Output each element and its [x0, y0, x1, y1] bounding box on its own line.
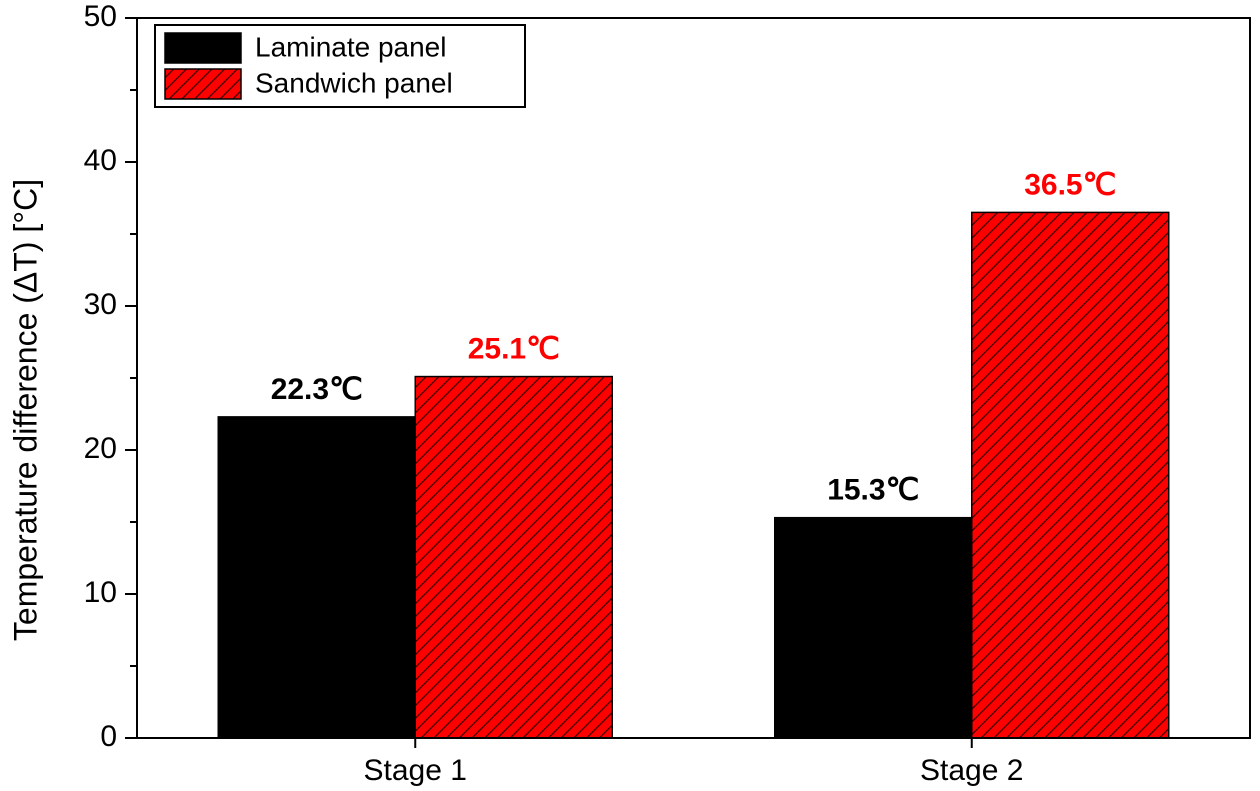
y-tick-label: 40: [84, 144, 117, 177]
legend-label: Laminate panel: [255, 31, 446, 62]
bar: [971, 211, 1170, 739]
bar: [217, 416, 416, 739]
y-tick-label: 30: [84, 288, 117, 321]
y-tick-label: 10: [84, 576, 117, 609]
x-tick-label: Stage 2: [920, 754, 1023, 787]
legend-swatch: [164, 32, 242, 64]
value-label: 36.5℃: [1024, 168, 1116, 201]
y-tick-label: 20: [84, 432, 117, 465]
value-label: 25.1℃: [468, 332, 560, 365]
legend-label: Sandwich panel: [255, 67, 453, 98]
x-tick-label: Stage 1: [364, 754, 467, 787]
value-label: 22.3℃: [271, 373, 363, 406]
bar: [414, 375, 614, 739]
y-tick-label: 50: [84, 0, 117, 33]
y-axis-label: Temperature difference (ΔT) [°C]: [7, 179, 43, 641]
y-tick-label: 0: [100, 720, 117, 753]
value-label: 15.3℃: [827, 474, 919, 507]
plot-frame: [136, 17, 1251, 739]
legend-swatch: [164, 68, 242, 100]
bar: [773, 516, 973, 739]
